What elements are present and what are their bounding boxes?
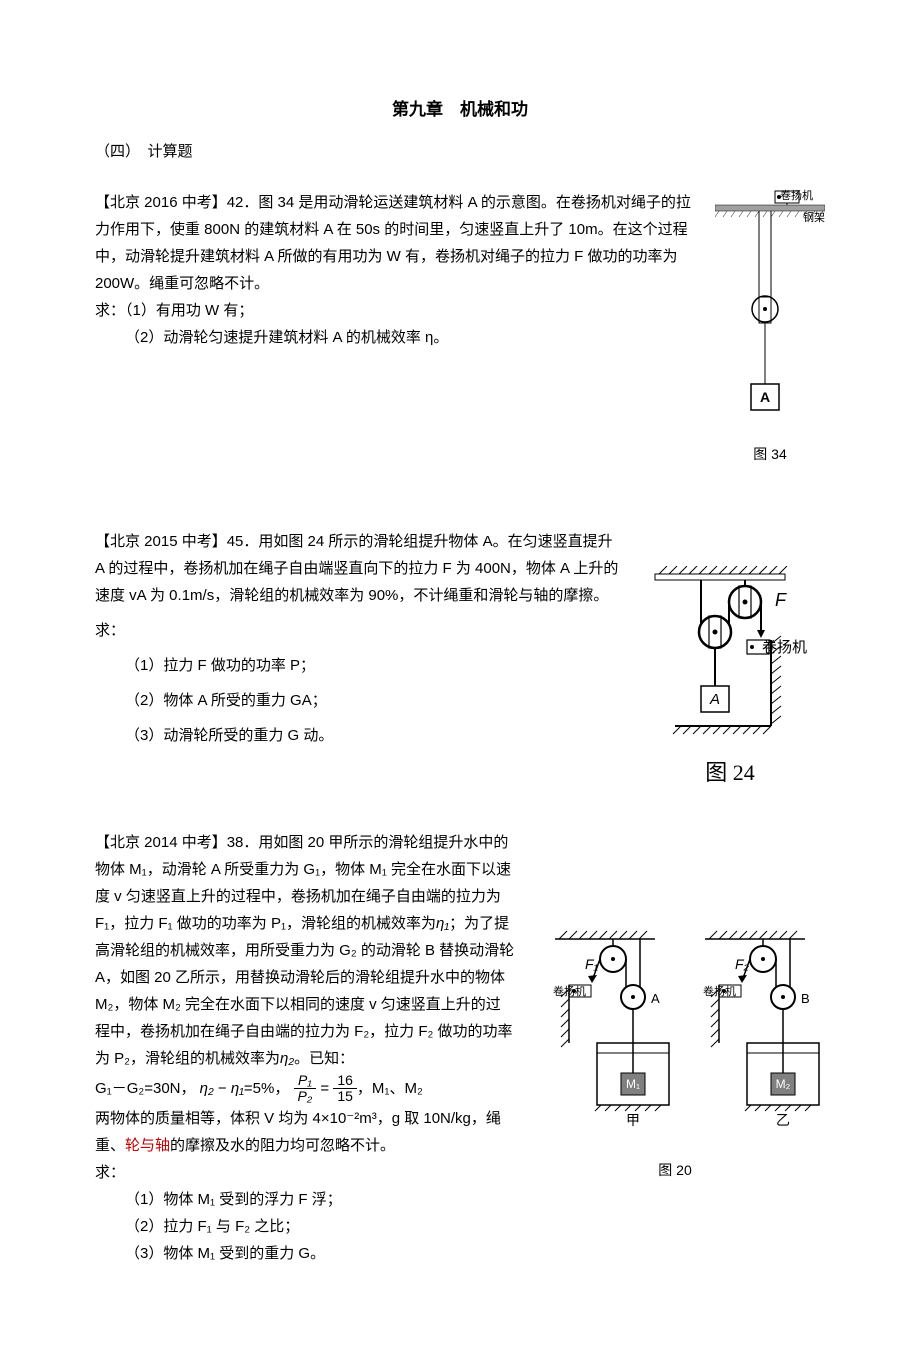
fig20-yi: 乙 bbox=[776, 1112, 790, 1128]
fig34-caption: 图 34 bbox=[715, 442, 825, 467]
figure-34: 卷扬机 钢架 bbox=[715, 189, 825, 468]
fig20-pulley-a: A bbox=[651, 991, 660, 1006]
section-head: （四） 计算题 bbox=[95, 140, 825, 161]
fig24-block-a: A bbox=[709, 691, 720, 708]
fig20-caption: 图 20 bbox=[525, 1158, 825, 1183]
fig20-block-m2: M₂ bbox=[776, 1077, 791, 1091]
q3-ask1: （1）物体 M₁ 受到的浮力 F 浮； bbox=[95, 1186, 825, 1213]
fig34-block-a: A bbox=[760, 389, 770, 405]
q2-source: 【北京 2015 中考】45． bbox=[95, 533, 258, 550]
question-2: F 卷扬机 bbox=[95, 528, 825, 793]
figure-20: F₁ 卷扬机 A bbox=[525, 925, 825, 1184]
q1-source: 【北京 2016 中考】42． bbox=[95, 194, 258, 211]
question-3: F₁ 卷扬机 A bbox=[95, 829, 825, 1267]
fig34-beam-label: 钢架 bbox=[803, 211, 825, 224]
fig20-jia: 甲 bbox=[626, 1112, 640, 1128]
question-1: 卷扬机 钢架 bbox=[95, 189, 825, 468]
fig20-f2: F₂ bbox=[735, 956, 750, 972]
chapter-title: 第九章 机械和功 bbox=[95, 95, 825, 120]
fig24-caption: 图 24 bbox=[635, 753, 825, 793]
figure-24: F 卷扬机 bbox=[635, 566, 825, 793]
fig24-force-f: F bbox=[775, 590, 787, 610]
fig20-block-m1: M₁ bbox=[626, 1077, 640, 1091]
fig24-winch-label: 卷扬机 bbox=[762, 639, 807, 656]
fig34-winch-label: 卷扬机 bbox=[780, 189, 813, 202]
q3-ask3: （3）物体 M₁ 受到的重力 G。 bbox=[95, 1240, 825, 1267]
fig20-f1: F₁ bbox=[585, 956, 599, 972]
q3-source: 【北京 2014 中考】38． bbox=[95, 834, 258, 851]
fig20-pulley-b: B bbox=[801, 991, 810, 1006]
q3-ask2: （2）拉力 F₁ 与 F₂ 之比； bbox=[95, 1213, 825, 1240]
